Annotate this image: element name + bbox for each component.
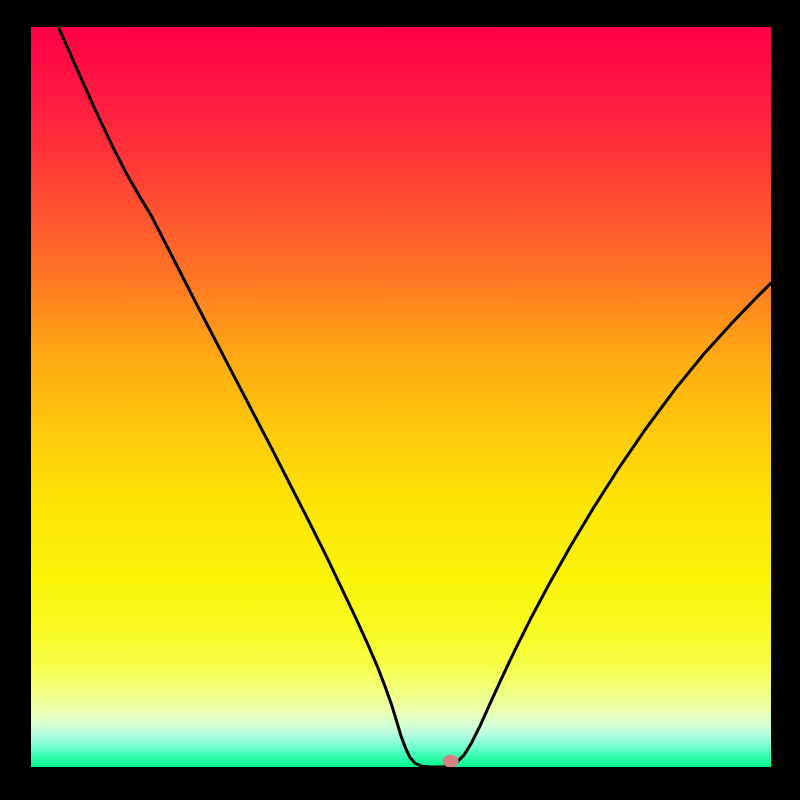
chart-background [31, 27, 771, 767]
bottleneck-chart [31, 27, 771, 767]
minimum-marker [443, 755, 459, 767]
frame-right [771, 0, 800, 800]
frame-left [0, 0, 31, 800]
frame-top [0, 0, 800, 27]
frame-bottom [0, 767, 800, 800]
